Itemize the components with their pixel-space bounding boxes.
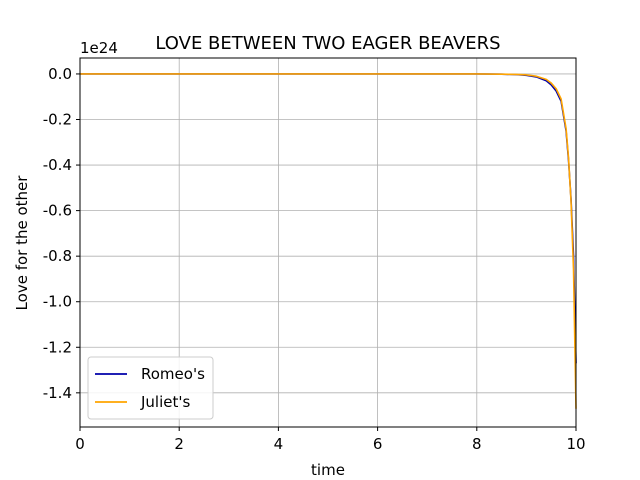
- x-tick-label: 0: [75, 435, 85, 453]
- y-tick-label: -1.4: [43, 384, 72, 402]
- series-line-1: [80, 73, 577, 409]
- y-tick-label: 0.0: [48, 65, 72, 83]
- series-layer: [80, 73, 577, 409]
- y-tick-label: -0.2: [43, 111, 72, 129]
- grid: [79, 58, 577, 427]
- y-tick-label: -1.0: [43, 293, 72, 311]
- x-tick-label: 8: [472, 435, 482, 453]
- y-tick-label: -0.6: [43, 202, 72, 220]
- legend-label: Romeo's: [141, 365, 205, 383]
- legend-box: [87, 356, 214, 420]
- y-tick-label: -0.8: [43, 247, 72, 265]
- chart-title: LOVE BETWEEN TWO EAGER BEAVERS: [155, 33, 500, 54]
- y-tick-label: -1.2: [43, 338, 72, 356]
- x-tick-label: 10: [566, 435, 585, 453]
- plot-frame: [79, 57, 577, 428]
- y-tick-label: -0.4: [43, 156, 72, 174]
- x-tick-label: 4: [274, 435, 284, 453]
- tick-layer: 0 2 4 6 8 10 0.0 -0.2 -0.4 -0.6 -0.8 -1.0 -1.2 -1.4: [43, 65, 586, 453]
- x-tick-label: 6: [373, 435, 383, 453]
- x-tick-label: 2: [174, 435, 184, 453]
- y-offset-label: 1e24: [80, 39, 118, 57]
- y-axis-label: Love for the other: [13, 175, 31, 311]
- legend: Romeo's Juliet's: [87, 356, 214, 420]
- x-axis-label: time: [311, 461, 345, 479]
- legend-label: Juliet's: [140, 393, 190, 411]
